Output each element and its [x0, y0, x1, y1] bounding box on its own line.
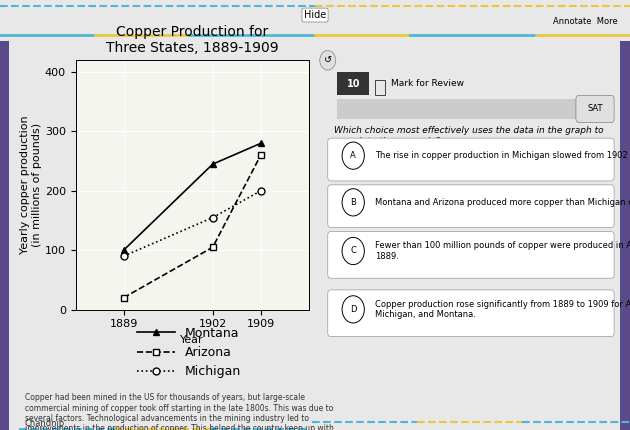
- Circle shape: [342, 237, 364, 264]
- Bar: [0, 41, 9, 430]
- Text: A: A: [350, 151, 356, 160]
- Circle shape: [342, 296, 364, 323]
- Text: Annotate  More: Annotate More: [553, 17, 617, 25]
- Text: Mark for Review: Mark for Review: [391, 79, 464, 88]
- Circle shape: [320, 51, 336, 70]
- Bar: [337, 99, 576, 119]
- FancyBboxPatch shape: [576, 95, 614, 123]
- Text: ↺: ↺: [324, 55, 332, 65]
- Text: D: D: [350, 305, 357, 314]
- Text: Hide: Hide: [304, 10, 326, 20]
- Text: Fewer than 100 million pounds of copper were produced in Arizona in
1889.: Fewer than 100 million pounds of copper …: [375, 241, 630, 261]
- FancyBboxPatch shape: [328, 138, 614, 181]
- Text: Which choice most effectively uses the data in the graph to complete the example: Which choice most effectively uses the d…: [334, 126, 604, 146]
- Text: Chandnip: Chandnip: [25, 419, 65, 428]
- Text: 10: 10: [346, 79, 360, 89]
- Legend: Montana, Arizona, Michigan: Montana, Arizona, Michigan: [132, 322, 246, 384]
- Title: Copper Production for
Three States, 1889-1909: Copper Production for Three States, 1889…: [106, 25, 278, 55]
- FancyBboxPatch shape: [328, 231, 614, 278]
- Circle shape: [342, 142, 364, 169]
- FancyBboxPatch shape: [328, 290, 614, 337]
- Bar: [375, 80, 385, 95]
- Bar: [337, 72, 369, 95]
- FancyBboxPatch shape: [328, 185, 614, 227]
- Text: The rise in copper production in Michigan slowed from 1902 to 1909.: The rise in copper production in Michiga…: [375, 151, 630, 160]
- Text: Copper production rose significantly from 1889 to 1909 for Arizona,
Michigan, an: Copper production rose significantly fro…: [375, 300, 630, 319]
- Text: C: C: [350, 246, 356, 255]
- Bar: [621, 41, 630, 430]
- Text: B: B: [350, 198, 356, 207]
- Y-axis label: Yearly copper production
(in millions of pounds): Yearly copper production (in millions of…: [20, 116, 42, 254]
- Text: Copper had been mined in the US for thousands of years, but large-scale
commerci: Copper had been mined in the US for thou…: [25, 393, 333, 430]
- Text: SAT: SAT: [587, 104, 603, 114]
- X-axis label: Year: Year: [180, 335, 204, 345]
- Text: Montana and Arizona produced more copper than Michigan did in 1909.: Montana and Arizona produced more copper…: [375, 198, 630, 207]
- Circle shape: [342, 189, 364, 216]
